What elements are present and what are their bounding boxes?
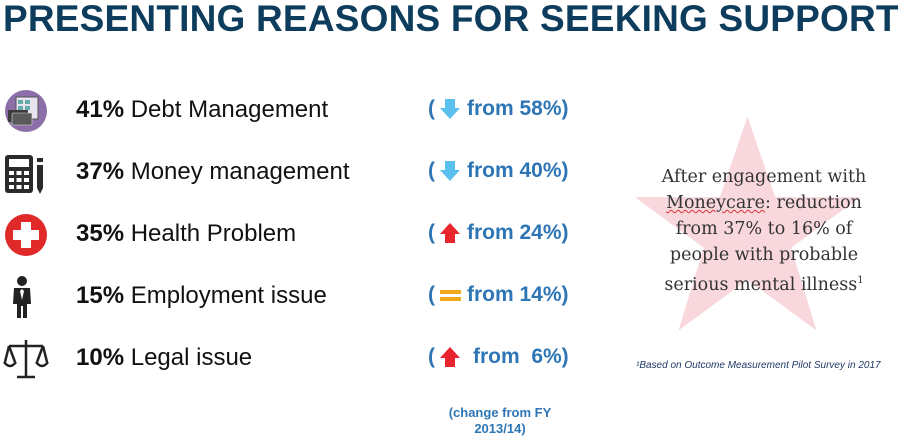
callout-line4: people with probable xyxy=(669,245,859,265)
arrow-up-icon xyxy=(440,223,460,243)
reason-label: 15% Employment issue xyxy=(76,282,327,310)
reason-percent: 37% xyxy=(76,158,125,185)
open-paren: ( xyxy=(428,221,435,244)
reason-percent: 10% xyxy=(76,344,125,371)
open-paren: ( xyxy=(428,283,435,306)
change-note-line1: (change from FY xyxy=(448,405,552,420)
debt-cards-icon xyxy=(5,90,47,132)
change-indicator: ( from 6%) xyxy=(428,345,569,369)
reason-row-employment: 15% Employment issue ( from 14%) xyxy=(0,274,620,324)
arrow-down-icon xyxy=(440,161,460,181)
reason-row-money: 37% Money management ( from 40%) xyxy=(0,150,620,200)
change-text: from 24%) xyxy=(467,221,569,244)
reason-text: Employment issue xyxy=(130,282,327,309)
callout-line2: Moneycare: reduction xyxy=(640,190,888,216)
star-icon xyxy=(634,116,861,331)
callout-line3: from 37% to 16% of xyxy=(675,219,853,239)
reason-text: Money management xyxy=(130,158,350,185)
change-period-note: (change from FY 2013/14) xyxy=(430,405,570,437)
change-indicator: ( from 14%) xyxy=(428,283,569,307)
reason-label: 37% Money management xyxy=(76,158,350,186)
reason-percent: 41% xyxy=(76,96,125,123)
reason-label: 10% Legal issue xyxy=(76,344,252,372)
reason-percent: 15% xyxy=(76,282,125,309)
arrow-down-icon xyxy=(440,99,460,119)
change-indicator: ( from 40%) xyxy=(428,159,569,183)
callout-line5: serious mental illness1 xyxy=(640,268,888,298)
callout-brand: Moneycare xyxy=(666,193,766,213)
calculator-icon xyxy=(5,155,43,194)
reason-text: Debt Management xyxy=(130,96,329,123)
change-text: from 40%) xyxy=(467,159,569,182)
change-text: from 6%) xyxy=(473,345,569,368)
change-text: from 14%) xyxy=(467,283,569,306)
open-paren: ( xyxy=(428,159,435,182)
page-title: PRESENTING REASONS FOR SEEKING SUPPORT xyxy=(3,0,899,39)
callout-line5-text: serious mental illness xyxy=(664,274,858,295)
open-paren: ( xyxy=(428,97,435,120)
callout-line1: After engagement with xyxy=(661,167,867,187)
reason-row-debt: 41% Debt Management ( from 58%) xyxy=(0,88,620,138)
reason-text: Health Problem xyxy=(130,220,297,247)
change-note-line2: 2013/14) xyxy=(474,421,526,436)
change-text: from 58%) xyxy=(467,97,569,120)
callout-line2-rest: : reduction xyxy=(765,193,862,213)
person-icon xyxy=(13,276,31,318)
open-paren: ( xyxy=(428,345,435,368)
reason-text: Legal issue xyxy=(130,344,253,371)
reason-row-legal: 10% Legal issue ( from 6%) xyxy=(0,336,620,386)
arrow-up-icon xyxy=(440,347,460,367)
outcome-callout: After engagement with Moneycare: reducti… xyxy=(640,164,888,298)
health-cross-icon xyxy=(5,214,47,256)
reason-row-health: 35% Health Problem ( from 24%) xyxy=(0,212,620,262)
change-indicator: ( from 58%) xyxy=(428,97,569,121)
change-indicator: ( from 24%) xyxy=(428,221,569,245)
reason-label: 35% Health Problem xyxy=(76,220,296,248)
callout-footnote-mark: 1 xyxy=(857,275,864,286)
reason-label: 41% Debt Management xyxy=(76,96,328,124)
source-footnote: ¹Based on Outcome Measurement Pilot Surv… xyxy=(636,360,881,371)
equal-icon xyxy=(440,290,461,301)
scales-icon xyxy=(3,340,49,379)
reason-percent: 35% xyxy=(76,220,125,247)
